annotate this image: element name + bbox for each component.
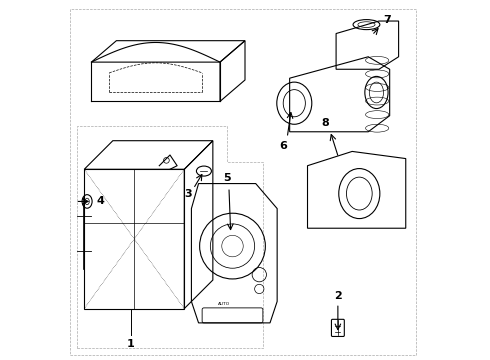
Text: 8: 8 [322,118,330,128]
Text: 2: 2 [334,291,342,301]
Text: 1: 1 [127,339,135,348]
Text: 7: 7 [383,15,391,25]
Text: 3: 3 [184,189,192,199]
Text: 4: 4 [97,197,104,206]
Text: AUTO: AUTO [218,302,230,306]
Text: 5: 5 [223,173,231,183]
Text: 6: 6 [280,141,288,151]
